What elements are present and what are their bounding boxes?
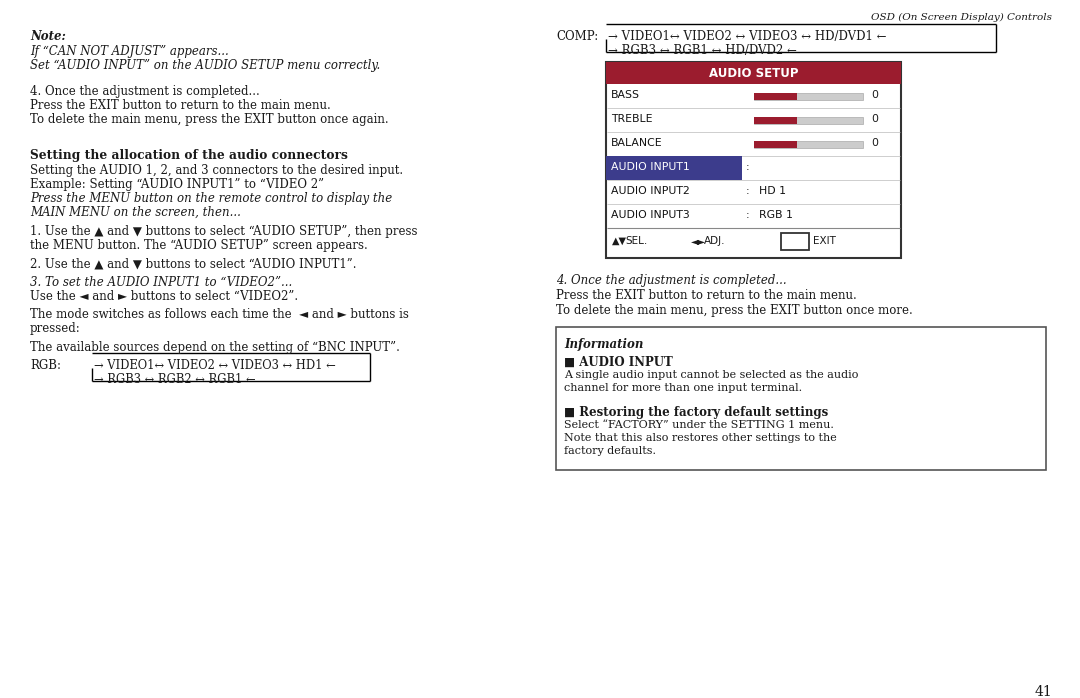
Text: 0: 0 [872, 114, 878, 124]
Text: Set “AUDIO INPUT” on the AUDIO SETUP menu correctly.: Set “AUDIO INPUT” on the AUDIO SETUP men… [30, 59, 380, 72]
Text: RGB 1: RGB 1 [759, 210, 794, 220]
Text: Press the MENU button on the remote control to display the: Press the MENU button on the remote cont… [30, 192, 392, 205]
Text: → RGB3 ↔ RGB2 ↔ RGB1 ←: → RGB3 ↔ RGB2 ↔ RGB1 ← [94, 373, 256, 386]
Bar [781, 233, 809, 250]
Text: A single audio input cannot be selected as the audio: A single audio input cannot be selected … [564, 370, 859, 380]
Text: HD 1: HD 1 [759, 186, 786, 196]
Text: → VIDEO1↔ VIDEO2 ↔ VIDEO3 ↔ HD1 ←: → VIDEO1↔ VIDEO2 ↔ VIDEO3 ↔ HD1 ← [94, 359, 336, 372]
Text: the MENU button. The “AUDIO SETUP” screen appears.: the MENU button. The “AUDIO SETUP” scree… [30, 239, 368, 252]
Text: Note that this also restores other settings to the: Note that this also restores other setti… [564, 433, 837, 443]
Bar [556, 327, 1047, 470]
Text: Use the ◄ and ► buttons to select “VIDEO2”.: Use the ◄ and ► buttons to select “VIDEO… [30, 290, 298, 303]
Text: SEL.: SEL. [625, 236, 647, 246]
Bar [606, 62, 901, 84]
Bar [606, 62, 901, 258]
Text: EXIT: EXIT [783, 236, 807, 246]
Text: :: : [746, 186, 750, 196]
Text: 4. Once the adjustment is completed...: 4. Once the adjustment is completed... [30, 85, 260, 98]
Text: → VIDEO1↔ VIDEO2 ↔ VIDEO3 ↔ HD/DVD1 ←: → VIDEO1↔ VIDEO2 ↔ VIDEO3 ↔ HD/DVD1 ← [608, 30, 887, 43]
Text: Press the EXIT button to return to the main menu.: Press the EXIT button to return to the m… [30, 99, 330, 112]
Bar [754, 117, 797, 124]
Text: 1. Use the ▲ and ▼ buttons to select “AUDIO SETUP”, then press: 1. Use the ▲ and ▼ buttons to select “AU… [30, 225, 418, 238]
Text: BASS: BASS [611, 90, 640, 100]
Text: MAIN MENU on the screen, then...: MAIN MENU on the screen, then... [30, 206, 241, 219]
Text: The mode switches as follows each time the  ◄ and ► buttons is: The mode switches as follows each time t… [30, 308, 409, 321]
Text: 0: 0 [872, 138, 878, 148]
Text: Note:: Note: [30, 30, 66, 43]
Text: Setting the AUDIO 1, 2, and 3 connectors to the desired input.: Setting the AUDIO 1, 2, and 3 connectors… [30, 164, 403, 177]
Text: Example: Setting “AUDIO INPUT1” to “VIDEO 2”: Example: Setting “AUDIO INPUT1” to “VIDE… [30, 178, 324, 191]
Bar [754, 93, 797, 100]
Bar [754, 140, 797, 147]
Text: Press the EXIT button to return to the main menu.: Press the EXIT button to return to the m… [556, 289, 856, 302]
Text: BALANCE: BALANCE [611, 138, 663, 148]
Text: factory defaults.: factory defaults. [564, 446, 656, 456]
Text: :: : [746, 162, 750, 172]
Text: The available sources depend on the setting of “BNC INPUT”.: The available sources depend on the sett… [30, 341, 400, 354]
Bar [754, 140, 863, 147]
Text: Information: Information [564, 338, 644, 351]
Text: COMP:: COMP: [556, 30, 598, 43]
Text: AUDIO SETUP: AUDIO SETUP [708, 67, 798, 80]
Bar [754, 93, 863, 100]
Text: ■ AUDIO INPUT: ■ AUDIO INPUT [564, 356, 673, 369]
Bar [606, 156, 742, 180]
Text: AUDIO INPUT3: AUDIO INPUT3 [611, 210, 690, 220]
Text: RGB:: RGB: [30, 359, 60, 372]
Text: channel for more than one input terminal.: channel for more than one input terminal… [564, 383, 802, 393]
Text: AUDIO INPUT2: AUDIO INPUT2 [611, 186, 690, 196]
Text: 0: 0 [872, 90, 878, 100]
Bar [754, 117, 863, 124]
Text: ▲▼: ▲▼ [612, 236, 627, 246]
Text: 2. Use the ▲ and ▼ buttons to select “AUDIO INPUT1”.: 2. Use the ▲ and ▼ buttons to select “AU… [30, 258, 356, 271]
Text: 3. To set the AUDIO INPUT1 to “VIDEO2”...: 3. To set the AUDIO INPUT1 to “VIDEO2”..… [30, 276, 293, 289]
Text: :: : [746, 210, 750, 220]
Text: If “CAN NOT ADJUST” appears...: If “CAN NOT ADJUST” appears... [30, 45, 229, 58]
Text: VIDEO 2: VIDEO 2 [759, 162, 805, 172]
Text: Setting the allocation of the audio connectors: Setting the allocation of the audio conn… [30, 149, 348, 162]
Text: AUDIO INPUT1: AUDIO INPUT1 [611, 162, 690, 172]
Text: EXIT: EXIT [813, 236, 836, 246]
Text: ADJ.: ADJ. [704, 236, 726, 246]
Text: Select “FACTORY” under the SETTING 1 menu.: Select “FACTORY” under the SETTING 1 men… [564, 420, 834, 430]
Text: ■ Restoring the factory default settings: ■ Restoring the factory default settings [564, 406, 828, 419]
Text: To delete the main menu, press the EXIT button once again.: To delete the main menu, press the EXIT … [30, 113, 389, 126]
Text: → RGB3 ↔ RGB1 ↔ HD/DVD2 ←: → RGB3 ↔ RGB1 ↔ HD/DVD2 ← [608, 44, 797, 57]
Text: OSD (On Screen Display) Controls: OSD (On Screen Display) Controls [870, 13, 1052, 22]
Text: ◄►: ◄► [691, 236, 706, 246]
Text: 41: 41 [1035, 685, 1052, 698]
Text: To delete the main menu, press the EXIT button once more.: To delete the main menu, press the EXIT … [556, 304, 913, 317]
Text: TREBLE: TREBLE [611, 114, 652, 124]
Text: pressed:: pressed: [30, 322, 81, 335]
Text: 4. Once the adjustment is completed...: 4. Once the adjustment is completed... [556, 274, 786, 287]
